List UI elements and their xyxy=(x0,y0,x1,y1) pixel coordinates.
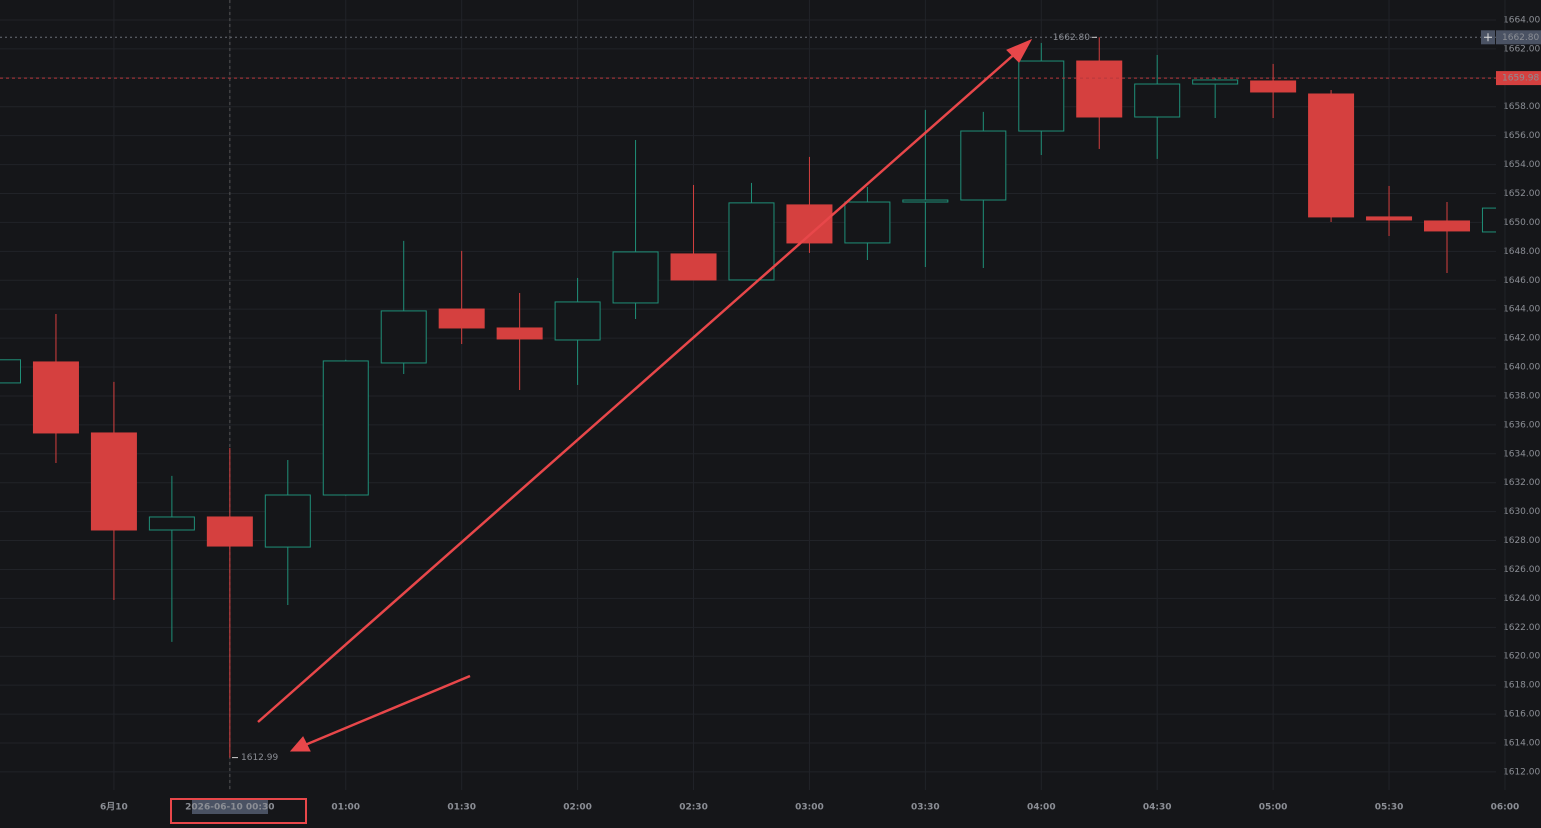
y-tick-label: 1630.00 xyxy=(1503,507,1540,517)
candle-body xyxy=(786,204,833,244)
candle-body xyxy=(612,251,659,304)
arrow-line xyxy=(304,674,471,747)
x-tick-label: 2026-06-10 00:30 xyxy=(185,803,274,813)
arrow-head xyxy=(289,736,311,752)
y-tick-label: 1612.00 xyxy=(1503,767,1540,777)
y-tick-label: 1640.00 xyxy=(1503,363,1540,373)
last-price-label: 1659.98 xyxy=(1502,74,1539,84)
y-tick-label: 1632.00 xyxy=(1503,478,1540,488)
x-tick-label: 04:00 xyxy=(1027,803,1056,813)
x-tick-label: 05:00 xyxy=(1259,803,1288,813)
candle-body xyxy=(148,516,195,531)
candle-body xyxy=(496,327,543,340)
annotation-arrows xyxy=(170,38,1033,824)
candle-body xyxy=(1481,207,1496,233)
y-tick-label: 1618.00 xyxy=(1503,681,1540,691)
crosshair-price-label: 1662.80 xyxy=(1502,33,1539,43)
candle-body xyxy=(264,494,311,548)
candle-body xyxy=(1134,83,1181,118)
highlight-box xyxy=(170,798,307,824)
x-tick-label: 04:30 xyxy=(1143,803,1172,813)
x-tick-label: 01:00 xyxy=(331,803,360,813)
y-tick-label: 1656.00 xyxy=(1503,131,1540,141)
candle-body xyxy=(844,201,891,244)
candle-body xyxy=(0,359,21,384)
y-tick-label: 1650.00 xyxy=(1503,218,1540,228)
x-tick-label: 02:00 xyxy=(563,803,592,813)
candle-body xyxy=(322,360,369,496)
candle-body xyxy=(90,432,137,531)
crosshair-time-box xyxy=(192,800,268,814)
candle-body xyxy=(1366,216,1413,221)
y-tick-label: 1616.00 xyxy=(1503,710,1540,720)
low-marker: 1612.99 xyxy=(241,753,278,763)
y-tick-label: 1658.00 xyxy=(1503,102,1540,112)
candle-body xyxy=(1018,60,1065,132)
crosshair-price-tag xyxy=(1496,30,1541,45)
plus-icon xyxy=(1484,33,1492,42)
y-tick-label: 1654.00 xyxy=(1503,160,1540,170)
x-tick-label: 03:30 xyxy=(911,803,940,813)
last-price-tag xyxy=(1496,71,1541,86)
y-tick-label: 1628.00 xyxy=(1503,536,1540,546)
x-tick-label: 05:30 xyxy=(1375,803,1404,813)
candle-body xyxy=(438,308,485,329)
y-tick-label: 1614.00 xyxy=(1503,739,1540,749)
x-tick-label: 6月10 xyxy=(100,802,128,813)
high-marker: 1662.80 xyxy=(1053,33,1090,43)
y-tick-label: 1642.00 xyxy=(1503,334,1540,344)
arrow-head xyxy=(1006,38,1033,63)
y-tick-label: 1622.00 xyxy=(1503,623,1540,633)
x-tick-label: 01:30 xyxy=(447,803,476,813)
x-tick-label: 03:00 xyxy=(795,803,824,813)
y-tick-label: 1644.00 xyxy=(1503,305,1540,315)
y-tick-label: 1638.00 xyxy=(1503,391,1540,401)
candle-body xyxy=(670,253,717,281)
candle-body xyxy=(902,199,949,203)
candle-body xyxy=(1250,80,1297,93)
candle-body xyxy=(1192,79,1239,85)
y-tick-label: 1662.00 xyxy=(1503,44,1540,54)
y-tick-label: 1646.00 xyxy=(1503,276,1540,286)
y-tick-label: 1626.00 xyxy=(1503,565,1540,575)
candle-body xyxy=(206,516,253,547)
candle-body xyxy=(728,202,775,281)
arrow-line xyxy=(257,50,1019,723)
candle-body xyxy=(554,301,601,341)
candles xyxy=(0,37,1496,758)
x-tick-label: 06:00 xyxy=(1491,803,1520,813)
y-tick-label: 1624.00 xyxy=(1503,594,1540,604)
y-tick-label: 1634.00 xyxy=(1503,449,1540,459)
x-tick-label: 02:30 xyxy=(679,803,708,813)
candle-body xyxy=(1308,93,1355,218)
y-tick-label: 1636.00 xyxy=(1503,420,1540,430)
overlay: 6月10 2026-06-10 00:30 01:00 01:30 02:00 02:30… xyxy=(0,30,1541,814)
candle-body xyxy=(32,361,79,434)
candle-body xyxy=(1076,60,1123,118)
candle-body xyxy=(1424,220,1470,232)
candle-body xyxy=(960,130,1007,201)
y-tick-label: 1620.00 xyxy=(1503,652,1540,662)
y-tick-label: 1664.00 xyxy=(1503,15,1540,25)
y-tick-label: 1652.00 xyxy=(1503,189,1540,199)
candle-body xyxy=(380,310,427,364)
y-tick-label: 1648.00 xyxy=(1503,247,1540,257)
